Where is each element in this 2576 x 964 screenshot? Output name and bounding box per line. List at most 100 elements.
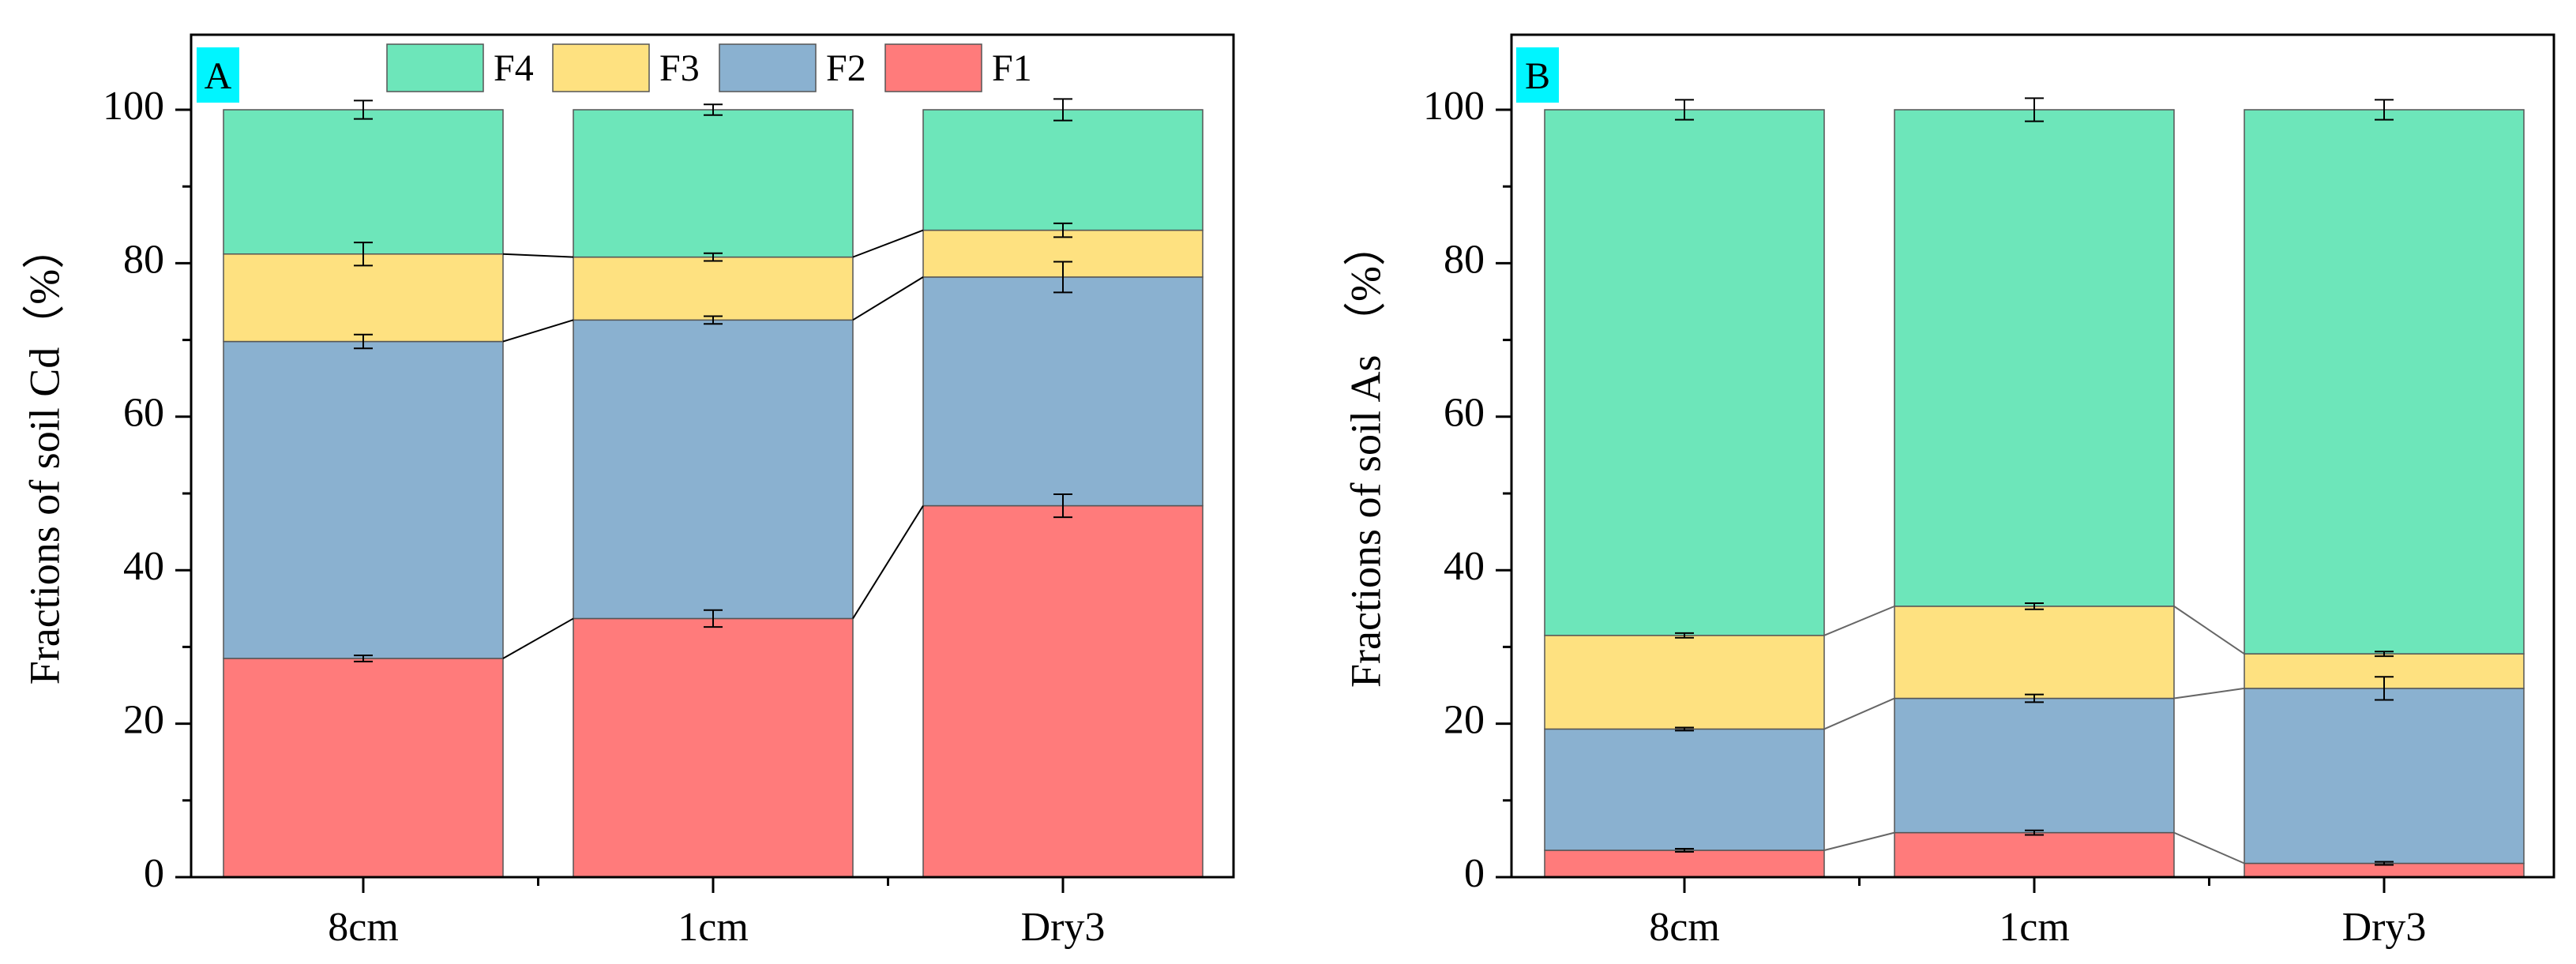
- connector-line: [502, 617, 574, 659]
- bar-f1-8cm: [1544, 850, 1825, 878]
- legend-swatch: [884, 43, 982, 92]
- y-tick-label: 40: [1444, 544, 1485, 589]
- error-bar-f4-1cm: [2025, 97, 2044, 122]
- error-bar-f1-8cm: [354, 655, 373, 662]
- panel-a-y-axis-title: Fractions of soil Cd（%）: [21, 227, 68, 685]
- bar-f3-1cm: [1894, 606, 2175, 700]
- error-bar-f4-8cm: [354, 99, 373, 120]
- y-tick-label: 100: [103, 84, 164, 129]
- legend-label: F3: [659, 47, 700, 89]
- connector-line: [1823, 605, 1895, 636]
- panel-a-legend: F4 F3 F2 F1: [386, 43, 1032, 92]
- panel-a-y-axis: 0 20 40 60 80 100: [103, 84, 191, 896]
- bar-f4-8cm: [1544, 109, 1825, 636]
- panel-b-y-axis-title: Fractions of soil As （%）: [1342, 223, 1389, 688]
- bar-f1-dry3: [922, 505, 1204, 878]
- connector-line: [1823, 697, 1895, 730]
- panel-b-connectors: [1823, 605, 2245, 865]
- error-bar-f3-1cm: [704, 252, 723, 262]
- x-tick-label: Dry3: [2342, 905, 2427, 950]
- error-bar-f4-dry3: [2375, 99, 2394, 121]
- y-tick-label: 20: [123, 698, 164, 743]
- connector-line: [852, 505, 924, 619]
- error-bar-f4-dry3: [1053, 98, 1072, 122]
- bar-f1-1cm: [1894, 831, 2175, 878]
- panel-b-frame: [1510, 33, 2555, 879]
- panel-a-label: A: [205, 55, 232, 97]
- panel-a-connectors: [502, 229, 924, 659]
- bar-f2-8cm: [223, 340, 504, 659]
- connector-line: [2173, 606, 2245, 655]
- panel-a-error-bars: [354, 98, 1072, 662]
- error-bar-f2-8cm: [354, 333, 373, 350]
- x-tick-label: 1cm: [1999, 905, 2070, 950]
- y-tick-label: 80: [123, 237, 164, 282]
- y-tick-label: 40: [123, 544, 164, 589]
- legend-item-f1: F1: [884, 43, 1032, 92]
- x-tick-label: Dry3: [1021, 905, 1106, 950]
- connector-line: [852, 229, 924, 258]
- error-bar-f1-dry3: [1053, 493, 1072, 519]
- bar-f4-1cm: [1894, 109, 2175, 607]
- error-bar-f1-1cm: [704, 609, 723, 628]
- bar-f1-1cm: [573, 617, 854, 878]
- y-tick-label: 20: [1444, 698, 1485, 743]
- legend-swatch: [552, 43, 650, 92]
- bar-f4-dry3: [922, 109, 1204, 231]
- panel-b-label: B: [1525, 55, 1550, 97]
- error-bar-f2-1cm: [704, 315, 723, 325]
- legend-item-f4: F4: [386, 43, 534, 92]
- x-tick-label: 8cm: [1649, 905, 1720, 950]
- error-bar-f4-1cm: [704, 103, 723, 116]
- legend-label: F4: [494, 47, 534, 89]
- bar-f4-dry3: [2244, 109, 2525, 655]
- error-bar-f2-1cm: [2025, 693, 2044, 703]
- panel-a-bars: [223, 109, 1204, 878]
- bar-f1-8cm: [223, 658, 504, 878]
- error-bar-f1-8cm: [1675, 848, 1694, 853]
- panel-b-error-bars: [1675, 97, 2394, 866]
- connector-line: [852, 276, 924, 321]
- y-tick-label: 60: [1444, 391, 1485, 436]
- connector-line: [1823, 831, 1895, 851]
- error-bar-f3-dry3: [1053, 222, 1072, 238]
- y-tick-label: 0: [1464, 851, 1485, 896]
- error-bar-f2-dry3: [2375, 676, 2394, 701]
- panel-b-x-axis: 8cm 1cm Dry3: [1649, 877, 2426, 950]
- bar-f4-8cm: [223, 109, 504, 255]
- bar-f4-1cm: [573, 109, 854, 258]
- y-tick-label: 0: [144, 851, 164, 896]
- panel-b-y-axis: 0 20 40 60 80 100: [1423, 84, 1511, 896]
- error-bar-f1-1cm: [2025, 829, 2044, 836]
- connector-line: [2173, 687, 2245, 700]
- legend-swatch: [719, 43, 817, 92]
- connector-line: [2173, 831, 2245, 865]
- bar-f3-8cm: [1544, 635, 1825, 730]
- legend-label: F1: [992, 47, 1032, 89]
- legend-item-f2: F2: [719, 43, 866, 92]
- panel-b-label-box: [1516, 47, 1559, 103]
- x-tick-label: 8cm: [328, 905, 399, 950]
- error-bar-f2-8cm: [1675, 726, 1694, 732]
- error-bar-f4-8cm: [1675, 99, 1694, 121]
- error-bar-f3-dry3: [2375, 651, 2394, 658]
- panel-b-bars: [1544, 109, 2525, 878]
- panel-b-chart: 0 20 40 60 80 100 8cm 1cm Dry3 Fractions of soi…: [1342, 33, 2555, 950]
- legend-label: F2: [826, 47, 866, 89]
- error-bar-f3-8cm: [354, 242, 373, 267]
- connector-line: [502, 253, 574, 258]
- error-bar-f3-1cm: [2025, 602, 2044, 610]
- bar-f2-dry3: [2244, 688, 2525, 865]
- bar-f2-8cm: [1544, 728, 1825, 851]
- panel-a-chart: 0 20 40 60 80 100 8cm 1cm Dry3 Fractions of soi…: [21, 33, 1235, 950]
- connector-line: [502, 319, 574, 343]
- y-tick-label: 100: [1423, 84, 1485, 129]
- error-bar-f1-dry3: [2375, 861, 2394, 866]
- error-bar-f2-dry3: [1053, 261, 1072, 294]
- legend-item-f3: F3: [552, 43, 700, 92]
- panel-a-x-axis: 8cm 1cm Dry3: [328, 877, 1105, 950]
- bar-f3-1cm: [573, 256, 854, 321]
- bar-f2-1cm: [1894, 697, 2175, 834]
- bar-f3-8cm: [223, 253, 504, 343]
